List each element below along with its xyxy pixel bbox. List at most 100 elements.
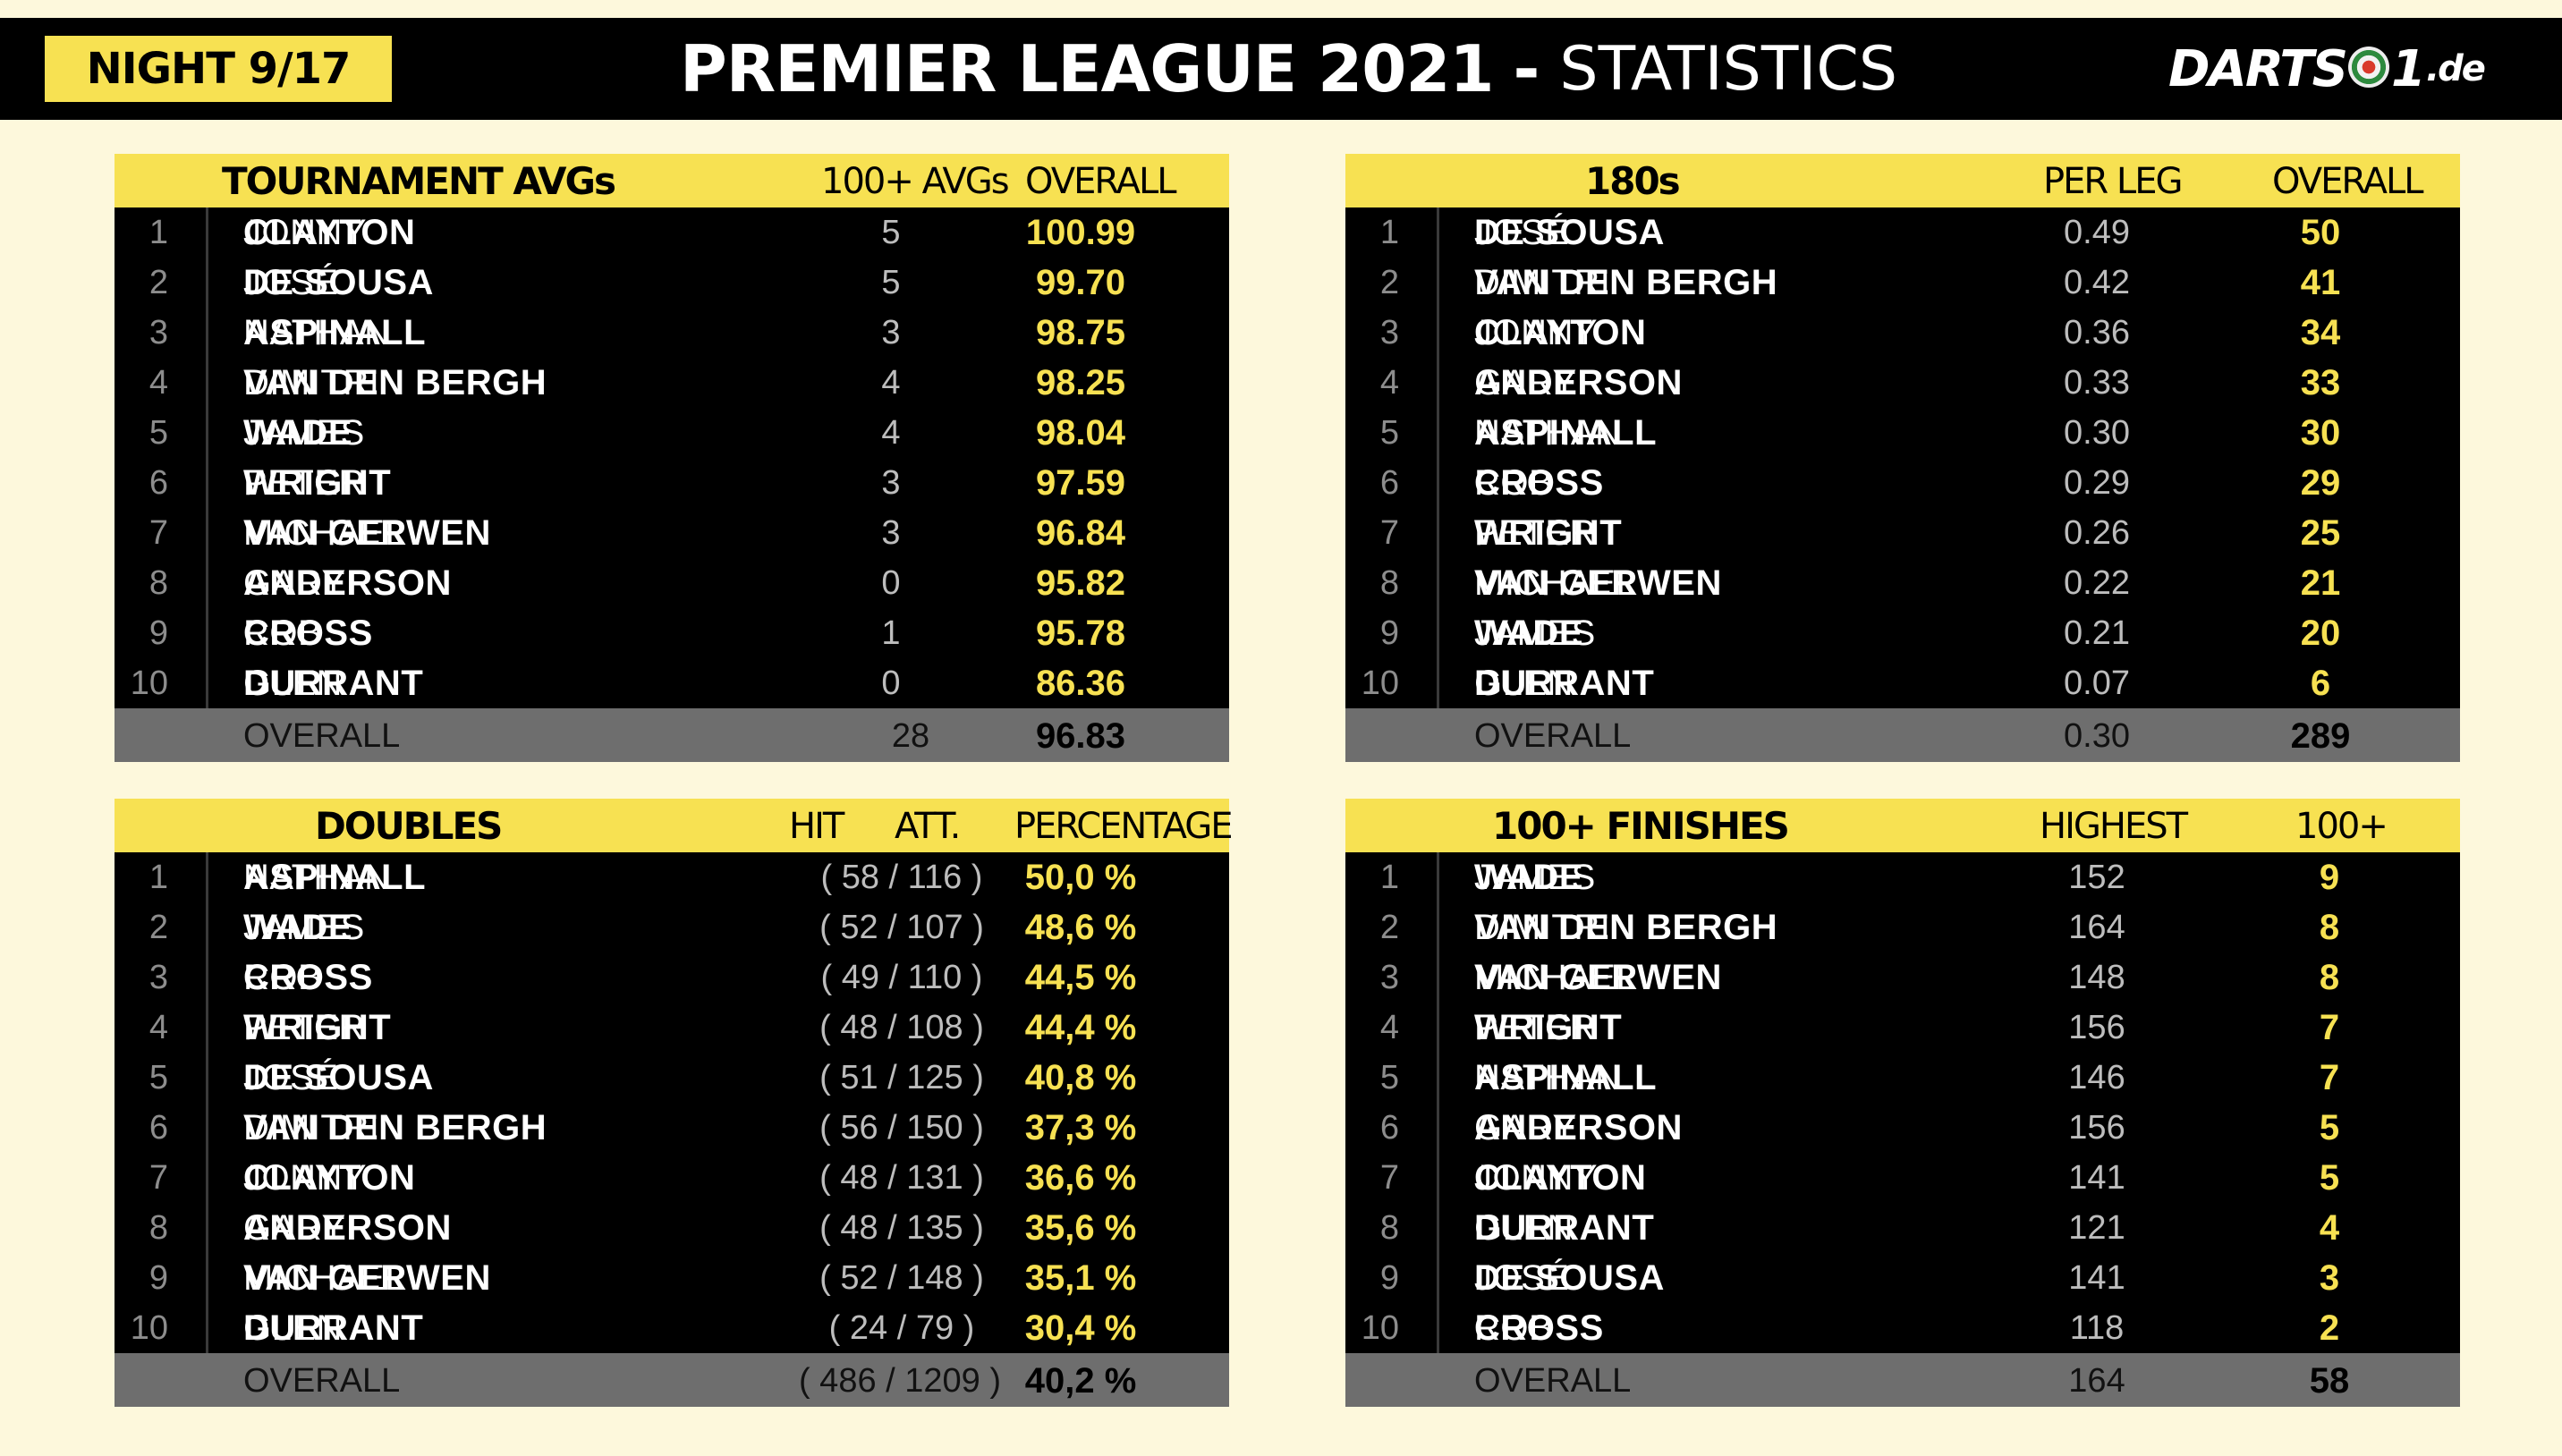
logo-tld: .de	[2425, 48, 2486, 89]
stat-col1: 4	[881, 414, 901, 452]
table-row: 7 JONNY CLAYTON ( 48 / 131 ) 36,6 %	[115, 1153, 1229, 1203]
rank-number: 3	[148, 314, 168, 351]
stat-col2: 35,1 %	[1024, 1258, 1137, 1298]
stat-col1: ( 56 / 150 )	[819, 1109, 984, 1147]
stat-col1: 0.21	[2064, 614, 2130, 652]
panel-header: 180s PER LEG OVERALL	[1345, 154, 2460, 207]
stat-col2: 30,4 %	[1024, 1308, 1137, 1348]
stat-col2: 41	[2300, 263, 2341, 302]
player-last-name: ASPINALL	[1474, 1058, 1657, 1097]
stat-col2: 98.25	[1035, 363, 1126, 402]
stat-col1: 0.26	[2064, 514, 2130, 552]
table-row: 8 GARY ANDERSON 0 95.82	[115, 558, 1229, 608]
table-row: 4 PETER WRIGHT ( 48 / 108 ) 44,4 %	[115, 1003, 1229, 1053]
table-row: 5 NATHAN ASPINALL 146 7	[1345, 1053, 2460, 1103]
player-first-name: MICHAEL	[1474, 563, 1637, 603]
table-row: 9 MICHAEL VAN GERWEN ( 52 / 148 ) 35,1 %	[115, 1253, 1229, 1303]
player-last-name: DURRANT	[1474, 1208, 1655, 1248]
rank-number: 7	[148, 1159, 168, 1197]
rank-number: 4	[148, 364, 168, 402]
stat-col2: 8	[2319, 908, 2340, 947]
player-first-name: GARY	[243, 1208, 346, 1248]
player-first-name: JONNY	[243, 1158, 368, 1198]
stat-col2: 50,0 %	[1024, 858, 1137, 897]
player-first-name: JONNY	[1474, 313, 1599, 352]
player-last-name: WRIGHT	[1474, 1008, 1623, 1047]
table-row: 10 ROB CROSS 118 2	[1345, 1303, 2460, 1353]
stat-col2: 97.59	[1035, 463, 1126, 503]
table-row: 1 JAMES WADE 152 9	[1345, 852, 2460, 902]
panel-total-row: OVERALL ( 486 / 1209 ) 40,2 %	[115, 1353, 1229, 1407]
player-last-name: ANDERSON	[1474, 363, 1683, 402]
column-header-overall: OVERALL	[2272, 161, 2424, 202]
rank-number: 5	[148, 1059, 168, 1096]
stat-col2: 9	[2319, 858, 2340, 897]
column-header-per-leg: PER LEG	[2043, 161, 2183, 202]
player-first-name: PETER	[243, 1008, 365, 1047]
player-last-name: VAN DEN BERGH	[1474, 263, 1778, 302]
player-first-name: JOSÉ	[243, 263, 339, 302]
table-row: 4 PETER WRIGHT 156 7	[1345, 1003, 2460, 1053]
player-last-name: VAN GERWEN	[1474, 563, 1722, 603]
panel-header: DOUBLES HIT ATT. PERCENTAGE	[115, 799, 1234, 852]
stat-col2: 36,6 %	[1024, 1158, 1137, 1198]
table-row: 10 GLEN DURRANT 0.07 6	[1345, 658, 2460, 708]
stat-col1: 164	[2068, 909, 2125, 946]
stat-col1: ( 48 / 108 )	[819, 1009, 984, 1046]
total-col2: 40,2 %	[1024, 1361, 1137, 1401]
stat-col2: 29	[2300, 463, 2341, 503]
total-label: OVERALL	[1474, 1362, 1632, 1400]
player-first-name: JOSÉ	[243, 1058, 339, 1097]
panel-body: 1 JAMES WADE 152 9 2 DIMITRI VAN DEN BERGH 164…	[1345, 852, 2460, 1353]
stat-col1: 152	[2068, 859, 2125, 896]
rank-number: 1	[148, 859, 168, 896]
stat-col2: 8	[2319, 958, 2340, 997]
panel-header: TOURNAMENT AVGs 100+ AVGs OVERALL	[115, 154, 1229, 207]
stat-col1: 121	[2068, 1209, 2125, 1247]
stat-col1: 146	[2068, 1059, 2125, 1096]
stat-col2: 25	[2300, 513, 2341, 553]
player-first-name: MICHAEL	[1474, 958, 1637, 997]
total-col1: 28	[891, 717, 930, 755]
rank-number: 4	[1379, 364, 1399, 402]
table-row: 3 ROB CROSS ( 49 / 110 ) 44,5 %	[115, 952, 1229, 1003]
player-last-name: DURRANT	[243, 1308, 424, 1348]
stat-col2: 3	[2319, 1258, 2340, 1298]
stat-col2: 34	[2300, 313, 2341, 352]
stat-col2: 50	[2300, 213, 2341, 252]
total-col1: 0.30	[2064, 717, 2130, 755]
table-row: 2 DIMITRI VAN DEN BERGH 164 8	[1345, 902, 2460, 952]
rank-number: 8	[1379, 564, 1399, 602]
stat-col2: 7	[2319, 1008, 2340, 1047]
rank-number: 6	[1379, 1109, 1399, 1147]
player-first-name: ROB	[243, 958, 323, 997]
stat-col2: 6	[2310, 664, 2331, 703]
player-first-name: NATHAN	[1474, 1058, 1622, 1097]
player-first-name: DIMITRI	[243, 1108, 380, 1147]
player-last-name: DE SOUSA	[1474, 213, 1665, 252]
player-last-name: WADE	[243, 413, 352, 453]
rank-number: 10	[1361, 1309, 1399, 1347]
stat-col2: 4	[2319, 1208, 2340, 1248]
panel-title: 180s	[1585, 159, 1681, 203]
player-first-name: JAMES	[1474, 858, 1596, 897]
player-last-name: ASPINALL	[243, 858, 426, 897]
rank-number: 10	[130, 665, 168, 702]
stat-col2: 96.84	[1035, 513, 1126, 553]
player-first-name: DIMITRI	[1474, 908, 1611, 947]
stat-col1: ( 48 / 135 )	[819, 1209, 984, 1247]
player-last-name: VAN GERWEN	[243, 513, 491, 553]
stat-col1: 0.22	[2064, 564, 2130, 602]
player-first-name: JAMES	[243, 413, 365, 453]
stat-col2: 98.04	[1035, 413, 1126, 453]
player-last-name: WADE	[1474, 858, 1583, 897]
player-first-name: JONNY	[243, 213, 368, 252]
stat-col1: 3	[881, 464, 901, 502]
table-row: 1 JONNY CLAYTON 5 100.99	[115, 207, 1229, 258]
total-col1: 164	[2068, 1362, 2125, 1400]
column-header-overall: OVERALL	[1025, 161, 1177, 202]
player-first-name: MICHAEL	[243, 1258, 406, 1298]
rank-number: 9	[1379, 1259, 1399, 1297]
table-row: 1 NATHAN ASPINALL ( 58 / 116 ) 50,0 %	[115, 852, 1229, 902]
player-last-name: DE SOUSA	[1474, 1258, 1665, 1298]
